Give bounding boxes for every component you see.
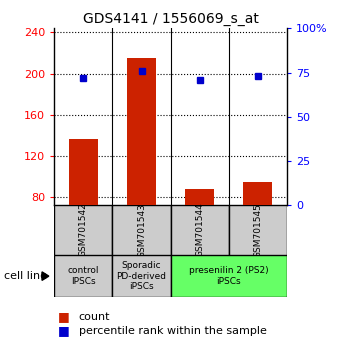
Polygon shape (42, 272, 49, 280)
Bar (171, 205, 229, 255)
Text: GSM701542: GSM701542 (79, 203, 88, 257)
Bar (112, 205, 171, 255)
Bar (112, 255, 171, 297)
Bar (127, 58, 156, 205)
Text: presenilin 2 (PS2)
iPSCs: presenilin 2 (PS2) iPSCs (189, 267, 269, 286)
Bar (185, 189, 214, 205)
Bar (54, 255, 112, 297)
Title: GDS4141 / 1556069_s_at: GDS4141 / 1556069_s_at (83, 12, 259, 26)
Text: GSM701544: GSM701544 (195, 203, 204, 257)
Text: GSM701543: GSM701543 (137, 202, 146, 258)
Text: cell line: cell line (4, 271, 47, 281)
Text: percentile rank within the sample: percentile rank within the sample (79, 326, 267, 336)
Bar (54, 205, 112, 255)
Bar (243, 182, 272, 205)
Text: ■: ■ (58, 310, 70, 323)
Text: GSM701545: GSM701545 (253, 202, 262, 258)
Text: count: count (79, 312, 110, 322)
Bar (69, 139, 98, 205)
Bar (229, 205, 287, 255)
Text: control
IPSCs: control IPSCs (68, 267, 99, 286)
Text: ■: ■ (58, 325, 70, 337)
Text: Sporadic
PD-derived
iPSCs: Sporadic PD-derived iPSCs (117, 261, 167, 291)
Bar (171, 255, 287, 297)
